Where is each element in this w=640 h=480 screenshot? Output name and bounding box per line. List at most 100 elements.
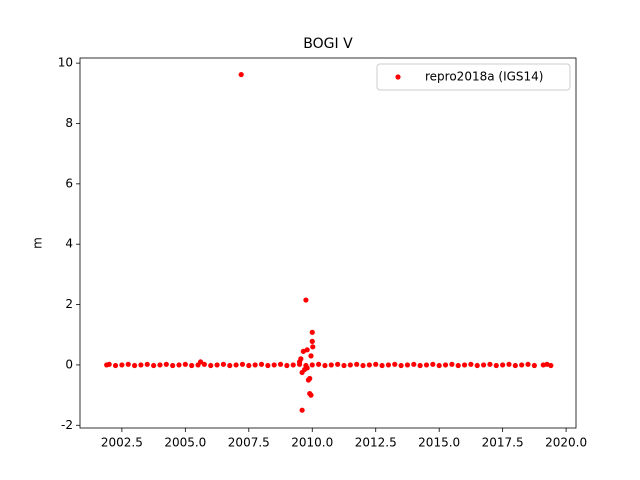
data-point	[258, 361, 265, 367]
data-point	[106, 361, 112, 367]
data-point	[474, 362, 480, 369]
data-point	[309, 362, 315, 368]
x-tick-label: 2015.0	[418, 436, 460, 450]
data-point	[233, 362, 239, 368]
data-point	[138, 362, 144, 368]
data-point	[220, 361, 227, 367]
x-tick-label: 2007.5	[228, 436, 270, 450]
axes-frame	[79, 57, 577, 429]
data-point	[385, 362, 392, 368]
data-point	[304, 365, 310, 371]
data-point	[277, 361, 284, 367]
data-point	[347, 362, 353, 368]
data-point	[252, 362, 258, 368]
data-point	[296, 359, 303, 365]
data-point	[461, 362, 468, 368]
data-point	[430, 361, 436, 367]
data-point	[328, 362, 334, 368]
data-point	[304, 347, 310, 353]
y-tick-label: 0	[65, 357, 73, 371]
data-point	[163, 361, 169, 367]
data-point	[423, 362, 430, 368]
legend-label: repro2018a (IGS14)	[425, 70, 543, 84]
data-point	[299, 407, 305, 413]
data-point	[525, 361, 531, 367]
data-point	[197, 359, 204, 365]
data-point	[442, 362, 449, 368]
data-point	[411, 361, 417, 367]
data-point	[125, 361, 131, 367]
data-point	[246, 362, 252, 369]
data-point	[322, 362, 328, 369]
data-point	[493, 362, 499, 369]
data-point	[307, 375, 313, 382]
y-tick-label: 10	[58, 56, 73, 70]
data-point	[112, 362, 119, 369]
data-point	[131, 362, 138, 369]
x-tick-label: 2010.0	[291, 436, 333, 450]
data-point	[208, 362, 214, 369]
data-point	[170, 362, 176, 369]
y-tick-label: 2	[65, 297, 73, 311]
data-point	[310, 344, 316, 350]
data-point	[308, 392, 314, 398]
data-point	[316, 361, 322, 367]
data-point	[119, 362, 125, 368]
data-point	[531, 362, 537, 369]
data-point	[309, 338, 315, 344]
data-point	[519, 362, 525, 368]
data-point	[487, 361, 493, 367]
data-point	[548, 362, 554, 369]
data-point	[303, 297, 309, 303]
data-point	[392, 361, 398, 367]
data-point	[201, 361, 207, 367]
data-point	[468, 361, 474, 367]
data-point	[189, 362, 195, 369]
x-tick-label: 2005.0	[164, 436, 206, 450]
data-point	[481, 362, 487, 368]
data-point	[335, 361, 341, 367]
data-point	[500, 362, 506, 368]
data-point	[271, 362, 277, 368]
x-tick-label: 2002.5	[101, 436, 143, 450]
y-tick-label: 6	[65, 176, 73, 190]
x-tick-label: 2012.5	[355, 436, 397, 450]
data-point	[151, 362, 157, 369]
data-point	[379, 362, 385, 369]
data-point	[354, 361, 360, 367]
data-point	[182, 361, 188, 367]
data-point	[227, 362, 233, 369]
data-point	[449, 361, 455, 367]
data-point	[214, 362, 220, 368]
x-tick-label: 2020.0	[545, 436, 587, 450]
legend-box	[376, 63, 571, 91]
data-point	[341, 362, 347, 369]
y-tick-label: -2	[61, 418, 73, 432]
chart-title: BOGI V	[303, 36, 353, 52]
data-point	[404, 362, 411, 368]
legend-marker	[395, 74, 401, 80]
y-tick-label: 4	[65, 237, 73, 251]
data-point	[265, 362, 271, 369]
data-point	[540, 362, 546, 368]
x-tick-label: 2017.5	[482, 436, 524, 450]
data-point	[144, 361, 150, 367]
data-point	[238, 71, 244, 78]
data-point	[512, 362, 518, 369]
y-tick-label: 8	[65, 116, 73, 130]
data-point	[398, 362, 404, 369]
data-point	[436, 362, 442, 369]
data-point	[455, 362, 461, 369]
data-point	[157, 362, 163, 368]
data-point	[176, 362, 182, 368]
data-point	[366, 362, 372, 368]
data-point	[290, 362, 296, 368]
data-point	[239, 361, 246, 367]
y-axis-label: m	[31, 237, 45, 249]
data-point	[373, 361, 379, 367]
data-point	[308, 353, 314, 359]
data-point	[506, 361, 512, 367]
data-point	[309, 329, 315, 335]
data-point	[417, 362, 423, 369]
